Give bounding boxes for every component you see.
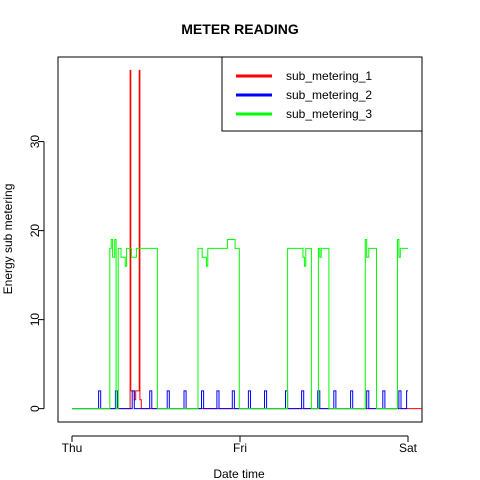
legend: sub_metering_1 sub_metering_2 sub_metering…	[221, 56, 423, 132]
series-layer	[72, 69, 422, 410]
series-line-sub_metering_1	[72, 69, 422, 410]
legend-label: sub_metering_1	[286, 69, 372, 83]
y-axis-label: Energy sub metering	[1, 184, 15, 295]
x-axis-label: Date time	[213, 467, 265, 480]
y-tick-label: 20	[28, 224, 42, 238]
y-tick-label: 0	[28, 405, 42, 412]
chart-title: METER READING	[181, 21, 299, 37]
legend-label: sub_metering_2	[286, 88, 372, 102]
series-line-sub_metering_3	[72, 239, 408, 410]
series-line-sub_metering_2	[72, 390, 408, 410]
axes-layer: 0 10 20 30 Thu Fri Sat	[28, 135, 418, 455]
legend-label: sub_metering_3	[286, 107, 372, 121]
x-tick-label: Thu	[62, 441, 83, 455]
y-tick-label: 10	[28, 313, 42, 327]
y-tick-label: 30	[28, 135, 42, 149]
x-tick-label: Sat	[399, 441, 418, 455]
x-tick-label: Fri	[233, 441, 247, 455]
